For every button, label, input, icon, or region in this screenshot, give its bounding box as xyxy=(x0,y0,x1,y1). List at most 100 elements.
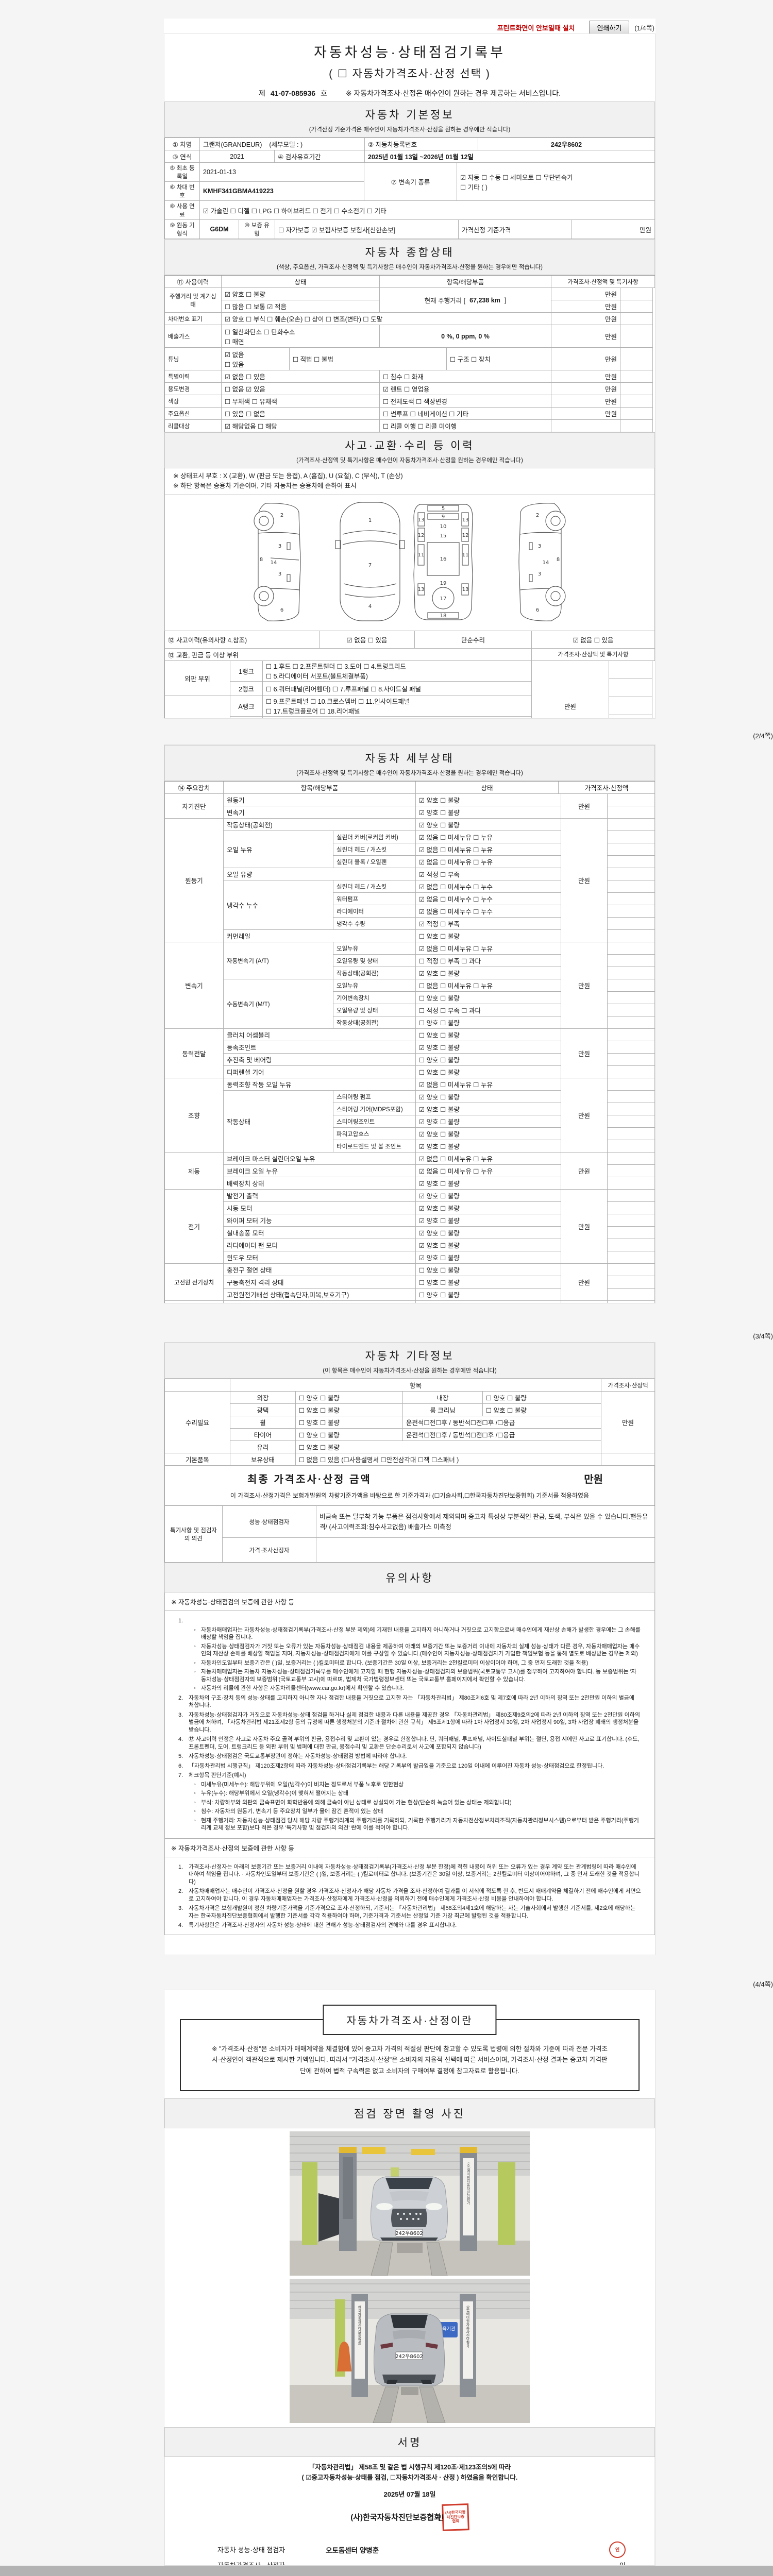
col-header: 항목 xyxy=(230,1379,601,1392)
rank-items: ☐ 1.후드 ☐ 2.프론트휀더 ☐ 3.도어 ☐ 4.트렁크리드 ☐ 5.라디… xyxy=(263,660,532,682)
item-number: 6. xyxy=(178,1762,183,1769)
amount-cell xyxy=(609,697,652,716)
item: ☐ 리콜 이행 ☐ 리콜 미이행 xyxy=(380,420,551,432)
lower-bumper xyxy=(380,2237,438,2241)
amount-cell xyxy=(608,1264,655,1276)
group-high-voltage: 고전원 전기장치 충전구 절연 상태 ☐ 양호 ☐ 불량 구동축전지 격리 상태 ☐… xyxy=(165,1264,655,1301)
amount-cell xyxy=(609,660,652,679)
group-label: 특기사항 및 점검자의 의견 xyxy=(165,1506,223,1563)
notice-bullet: 침수: 자동차의 원동기, 변속기 등 주요장치 일부가 물에 잠긴 흔적이 있… xyxy=(194,1808,641,1816)
section-photos-title: 점검 장면 촬영 사진 xyxy=(354,2108,466,2120)
amount-cell xyxy=(608,868,655,880)
notice-item: 2. 자동차매매업자는 매수인이 가격조사·산정을 원할 경우 가격조사·산정자… xyxy=(178,1888,641,1903)
notice-item: 4. ⑫ 사고이력 인정은 사고로 자동차 주요 골격 부위의 판금, 용접수리… xyxy=(178,1736,641,1751)
status: ☑ 양호 ☐ 불량 xyxy=(416,1128,561,1140)
svg-text:13: 13 xyxy=(418,587,425,592)
section-detail-header: 자동차 세부상태 (가격조사·산정액 및 특기사항은 매수인이 자동차가격조사·… xyxy=(164,745,655,781)
accident-history-row: ⑫ 사고이력(유의사항 4.참조) ☑ 없음 ☐ 있음 단순수리 ☑ 없음 ☐ … xyxy=(165,631,655,649)
price-unit: 만원 xyxy=(561,1029,608,1078)
reg-no-value: 242우8602 xyxy=(478,138,655,150)
base-price-unit: 만원 xyxy=(572,220,655,239)
item-label: 작동상태 xyxy=(224,1091,333,1153)
status: ☑ 양호 ☐ 불량 xyxy=(416,1177,561,1190)
row-label: 색상 xyxy=(165,395,222,408)
mileage-status1: ☑ 양호 ☐ 불량 xyxy=(222,288,380,300)
page-4: ※ "가격조사·산정"은 소비자가 매매계약을 체결함에 있어 중고차 가격의 … xyxy=(164,1990,656,2566)
status: ☑ 없음 ☐ 미세누수 ☐ 누수 xyxy=(416,893,561,905)
amount-cell xyxy=(608,992,655,1004)
signature-date: 2025년 07월 18일 xyxy=(383,2490,436,2498)
status: ☑ 양호 ☐ 불량 xyxy=(416,1115,561,1128)
group-label: 외판 부위 xyxy=(165,660,230,696)
amount-cell xyxy=(608,1227,655,1239)
amount-cell xyxy=(608,979,655,992)
row-label: 성능·상태점검자 xyxy=(223,1506,316,1538)
appraisal-info-body: ※ "가격조사·산정"은 소비자가 매매계약을 체결함에 있어 중고차 가격의 … xyxy=(212,2045,608,2075)
vin-mark-status: ☑ 양호 ☐ 부식 ☐ 훼손(오손) ☐ 상이 ☐ 변조(변타) ☐ 도말 xyxy=(222,313,551,325)
lift-post-right: (주)에이원자동차진단평가 xyxy=(460,2294,476,2397)
amount-cell xyxy=(608,1103,655,1115)
document-title-sub: ( ☐ 자동차가격조사·산정 선택 ) xyxy=(329,68,491,80)
amount-cell xyxy=(608,1239,655,1251)
item-label: 오일 유량 xyxy=(224,868,416,880)
usage-change-row: 용도변경 ☐ 없음 ☑ 있음 ☑ 렌트 ☐ 영업용 만원 xyxy=(165,383,655,395)
section-accident-note: (가격조사·산정액 및 특기사항은 매수인이 자동차가격조사·산정을 원하는 경… xyxy=(296,457,523,464)
amount-cell xyxy=(609,715,652,718)
inspection-period-value: 2025년 01월 13일 ~2026년 01월 12일 xyxy=(365,150,655,163)
amount-cell xyxy=(608,1091,655,1103)
amount-cell xyxy=(620,313,653,325)
item-label: 휠 xyxy=(230,1416,296,1429)
item-label: 추진축 및 베어링 xyxy=(224,1054,416,1066)
section-signature-header: 서명 xyxy=(164,2427,655,2457)
status: ☑ 양호 ☐ 불량 xyxy=(416,1227,561,1239)
item-label: 보유상태 xyxy=(230,1453,296,1466)
car-front: 242우8602 xyxy=(371,2176,448,2241)
page-indicator: (3/4쪽) xyxy=(753,1332,773,1340)
group-label: 주요 골격 xyxy=(165,696,230,718)
sub-item-label: 오일유량 및 상태 xyxy=(333,955,416,967)
item-label: 룸 크리닝 xyxy=(403,1404,483,1416)
group-label: 전기 xyxy=(165,1190,224,1264)
seal-char: 인 xyxy=(619,2562,626,2566)
svg-text:15: 15 xyxy=(440,533,447,539)
transmission-checks: ☑ 자동 ☐ 수동 ☐ 세미오토 ☐ 무단변속기 ☐ 기타 ( ) xyxy=(457,163,655,201)
sub-item-label: 실린더 헤드 / 개스킷 xyxy=(333,843,416,856)
field-label: ⑥ 차대 번호 xyxy=(165,182,200,201)
amount-cell xyxy=(620,383,653,395)
svg-text:18: 18 xyxy=(440,613,447,619)
print-button[interactable]: 인쇄하기 xyxy=(589,21,630,35)
item-text: 가격조사·산정자는 아래의 보증기간 또는 보증거리 이내에 자동차성능·상태점… xyxy=(189,1863,640,1885)
status: ☐ 양호 ☐ 불량 xyxy=(296,1416,403,1429)
price-unit: 만원 xyxy=(551,288,620,300)
tuning-legal: ☐ 적법 ☐ 불법 xyxy=(290,348,447,370)
row-label: 가격·조사산정자 xyxy=(223,1538,316,1563)
signature-body: 「자동차관리법」 제58조 및 같은 법 시행규칙 제120조·제123조의5에… xyxy=(164,2456,655,2566)
item-text: 자동차가격은 보험개발원이 정한 차량기준가액을 기준가격으로 조사·산정하되,… xyxy=(189,1905,636,1919)
notice-item: 3. 자동차가격은 보험개발원이 정한 차량기준가액을 기준가격으로 조사·산정… xyxy=(178,1905,641,1920)
svg-text:1: 1 xyxy=(368,518,372,523)
doc-no-value: 41-07-085936 xyxy=(270,89,316,97)
field-label: ② 자동차등록번호 xyxy=(365,138,478,150)
mileage-status2: ☐ 많음 ☐ 보통 ☑ 적음 xyxy=(222,300,380,313)
sub-item-label: 실린더 커버(로커암 커버) xyxy=(333,831,416,843)
item-label: 냉각수 누수 xyxy=(224,880,333,930)
lift-post-left: 한국자동차진단보증협회 xyxy=(351,2294,368,2397)
page-1: 자동차성능·상태점검기록부 ( ☐ 자동차가격조사·산정 선택 ) 제 41-0… xyxy=(164,33,656,719)
group-label: 연료 xyxy=(165,1301,224,1303)
amount-cell xyxy=(608,967,655,979)
amount-cell xyxy=(608,1041,655,1054)
notice-item: 6. 「자동차관리법 시행규칙」 제120조제2항에 따라 자동차성능·상태점검… xyxy=(178,1762,641,1770)
page-indicator: (4/4쪽) xyxy=(753,1980,773,1988)
vin-mark-row: 차대번호 표기 ☑ 양호 ☐ 부식 ☐ 훼손(오손) ☐ 상이 ☐ 변조(변타)… xyxy=(165,313,655,325)
row-label: 튜닝 xyxy=(165,348,222,370)
amount-cell xyxy=(608,1016,655,1029)
simple-repair-status: ☑ 없음 ☐ 있음 xyxy=(532,631,655,649)
page-indicator: (2/4쪽) xyxy=(753,732,773,740)
rank-label: B랭크 xyxy=(230,716,263,718)
item-number: 3. xyxy=(178,1711,183,1718)
status: ☑ 없음 ☐ 미세누유 ☐ 누유 xyxy=(416,942,561,955)
col-header: 가격조사·산정액 xyxy=(601,1379,655,1392)
hood xyxy=(390,2190,429,2201)
signature-statement: 「자동차관리법」 제58조 및 같은 법 시행규칙 제120조·제123조의5에… xyxy=(165,2462,654,2483)
status: ☑ 양호 ☐ 불량 xyxy=(416,1251,561,1264)
